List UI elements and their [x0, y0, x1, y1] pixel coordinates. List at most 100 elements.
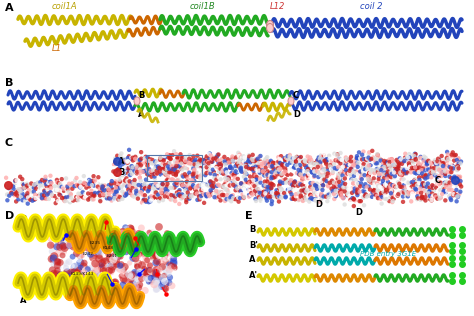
Point [106, 232, 114, 237]
Point [123, 227, 131, 232]
Point [223, 183, 231, 188]
Point [152, 165, 159, 170]
Point [376, 164, 384, 169]
Point [336, 156, 343, 161]
Point [442, 167, 449, 172]
Point [378, 185, 385, 191]
Point [105, 183, 113, 188]
Point [297, 192, 304, 197]
Point [116, 197, 123, 202]
Point [307, 180, 314, 185]
Point [194, 161, 201, 166]
Point [344, 158, 351, 163]
Point [239, 154, 247, 159]
Point [240, 159, 248, 164]
Point [188, 193, 195, 198]
Point [378, 192, 385, 197]
Point [107, 269, 115, 274]
Point [439, 164, 447, 169]
Point [73, 251, 80, 256]
Point [124, 180, 132, 185]
Point [158, 161, 165, 167]
Point [257, 159, 264, 164]
Point [197, 159, 204, 164]
Point [356, 182, 363, 187]
Point [241, 170, 248, 175]
Point [286, 181, 294, 186]
Point [215, 158, 222, 163]
Point [164, 177, 171, 182]
Point [136, 157, 144, 162]
Point [377, 157, 385, 162]
Point [210, 184, 217, 189]
Point [165, 267, 173, 272]
Point [116, 252, 124, 257]
Point [270, 194, 278, 199]
Point [57, 197, 65, 202]
Point [97, 191, 104, 197]
Point [422, 173, 429, 178]
Point [203, 194, 210, 199]
Point [105, 187, 113, 192]
Point [260, 189, 268, 194]
Point [74, 184, 82, 189]
Point [78, 281, 86, 286]
Point [173, 179, 181, 184]
Point [132, 182, 139, 187]
Point [142, 186, 149, 191]
Point [265, 186, 273, 191]
Point [99, 227, 106, 232]
Point [323, 174, 331, 179]
Point [370, 188, 378, 193]
Point [298, 162, 305, 167]
Point [154, 171, 161, 176]
Point [291, 187, 298, 192]
Point [384, 160, 392, 165]
Point [42, 174, 49, 179]
Point [128, 169, 135, 174]
Point [392, 162, 400, 167]
Point [170, 256, 178, 261]
Point [448, 187, 456, 192]
Point [447, 176, 455, 181]
Point [408, 185, 416, 190]
Text: coil1A: coil1A [52, 2, 78, 11]
Point [275, 199, 283, 204]
Point [151, 174, 158, 179]
Point [118, 196, 126, 201]
Point [276, 161, 284, 166]
Point [426, 157, 433, 162]
Point [201, 157, 209, 162]
Point [60, 249, 67, 254]
Point [227, 195, 234, 200]
Point [143, 197, 150, 202]
Point [318, 193, 325, 198]
Point [320, 167, 328, 172]
Point [201, 160, 209, 165]
Point [219, 167, 227, 173]
Point [89, 274, 97, 279]
Point [302, 189, 310, 194]
Point [273, 188, 280, 193]
Point [442, 158, 449, 163]
Point [155, 196, 163, 201]
Point [212, 190, 219, 195]
Point [329, 192, 337, 198]
Point [164, 165, 171, 170]
Point [178, 160, 186, 165]
Point [336, 176, 344, 181]
Point [311, 183, 319, 188]
Point [428, 166, 436, 171]
Point [223, 193, 231, 198]
Point [451, 153, 458, 158]
Point [450, 192, 457, 197]
Point [124, 159, 132, 164]
Point [36, 183, 44, 188]
Point [388, 189, 396, 194]
Point [340, 176, 347, 181]
Point [216, 161, 223, 167]
Point [196, 160, 204, 165]
Point [48, 285, 55, 290]
Ellipse shape [266, 21, 273, 29]
Point [149, 168, 157, 173]
